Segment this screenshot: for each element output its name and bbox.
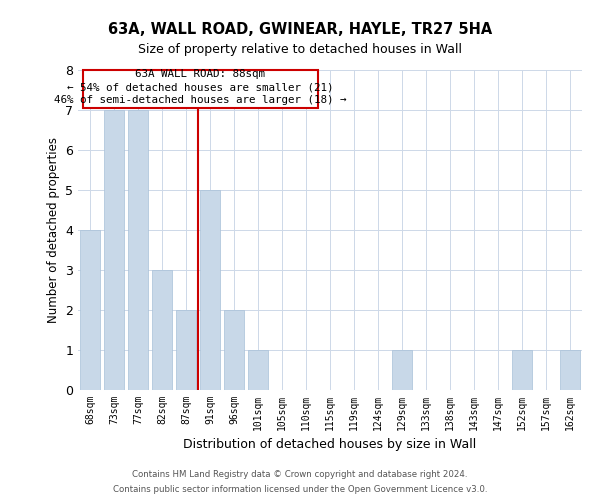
Bar — [560, 350, 580, 390]
Bar — [104, 110, 124, 390]
Bar — [392, 350, 412, 390]
Bar — [200, 190, 220, 390]
Bar — [176, 310, 196, 390]
Bar — [224, 310, 244, 390]
Text: 63A, WALL ROAD, GWINEAR, HAYLE, TR27 5HA: 63A, WALL ROAD, GWINEAR, HAYLE, TR27 5HA — [108, 22, 492, 38]
Text: 63A WALL ROAD: 88sqm
← 54% of detached houses are smaller (21)
46% of semi-detac: 63A WALL ROAD: 88sqm ← 54% of detached h… — [54, 69, 347, 105]
Text: Contains public sector information licensed under the Open Government Licence v3: Contains public sector information licen… — [113, 485, 487, 494]
Bar — [248, 350, 268, 390]
Bar — [152, 270, 172, 390]
Y-axis label: Number of detached properties: Number of detached properties — [47, 137, 59, 323]
Text: Size of property relative to detached houses in Wall: Size of property relative to detached ho… — [138, 42, 462, 56]
Bar — [128, 110, 148, 390]
Bar — [512, 350, 532, 390]
Bar — [80, 230, 100, 390]
X-axis label: Distribution of detached houses by size in Wall: Distribution of detached houses by size … — [184, 438, 476, 452]
Text: Contains HM Land Registry data © Crown copyright and database right 2024.: Contains HM Land Registry data © Crown c… — [132, 470, 468, 479]
Bar — [83, 70, 318, 108]
